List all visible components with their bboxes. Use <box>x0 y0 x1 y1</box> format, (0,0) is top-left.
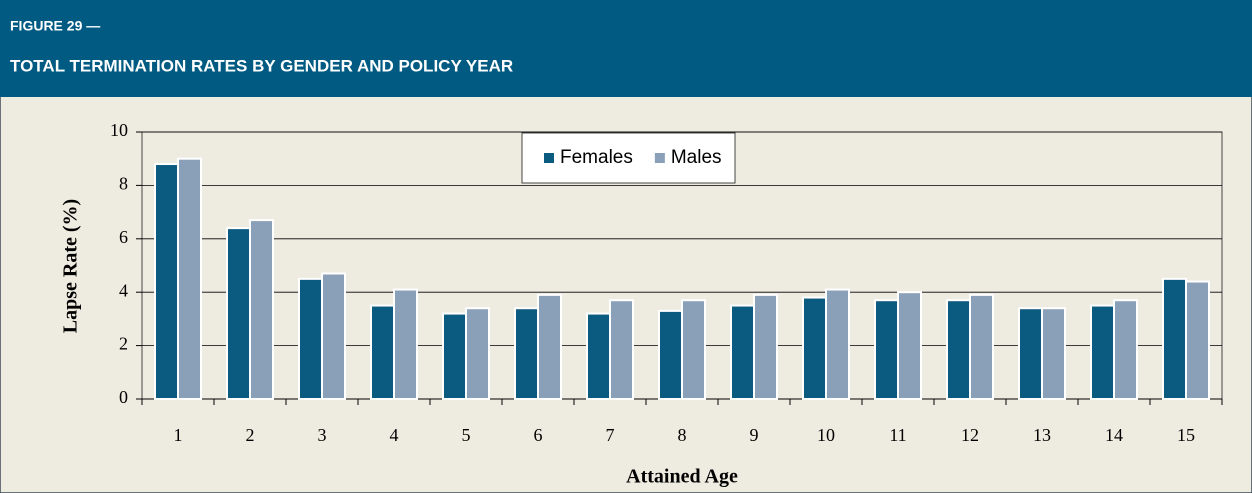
bar <box>442 312 467 400</box>
chart-title: TOTAL TERMINATION RATES BY GENDER AND PO… <box>10 56 513 75</box>
bar <box>586 312 611 400</box>
x-tick-label: 3 <box>318 425 327 445</box>
x-tick-label: 12 <box>961 425 979 445</box>
bar <box>681 299 706 400</box>
bar <box>1090 304 1115 400</box>
bar <box>874 299 899 400</box>
bar <box>753 293 778 400</box>
x-tick-label: 11 <box>889 425 906 445</box>
bar <box>370 304 395 400</box>
bar <box>946 299 971 400</box>
bar <box>154 163 179 400</box>
y-tick-label: 4 <box>119 280 128 300</box>
bar <box>537 293 562 400</box>
bar <box>730 304 755 400</box>
bar <box>1041 307 1066 400</box>
figure-label: FIGURE 29 — <box>10 18 100 34</box>
y-axis-title: Lapse Rate (%) <box>60 199 82 333</box>
bar <box>298 277 323 401</box>
x-tick-label: 7 <box>606 425 615 445</box>
y-tick-label: 8 <box>119 174 128 194</box>
legend-swatch <box>544 153 554 163</box>
legend-label: Males <box>671 147 722 168</box>
legend-label: Females <box>560 147 633 168</box>
legend-box <box>521 132 736 184</box>
bar <box>969 293 994 400</box>
x-tick-label: 13 <box>1033 425 1051 445</box>
y-tick-label: 10 <box>110 120 128 140</box>
bar <box>465 307 490 400</box>
x-tick-label: 2 <box>246 425 255 445</box>
x-tick-label: 14 <box>1105 425 1123 445</box>
x-tick-label: 1 <box>174 425 183 445</box>
bar <box>1162 277 1187 401</box>
bar <box>1185 280 1210 400</box>
x-tick-label: 9 <box>750 425 759 445</box>
bar <box>321 272 346 401</box>
bar <box>658 309 683 401</box>
bar <box>393 288 418 400</box>
x-tick-label: 15 <box>1177 425 1195 445</box>
bar <box>825 288 850 400</box>
bar <box>177 157 202 400</box>
x-tick-label: 10 <box>817 425 835 445</box>
x-axis-title: Attained Age <box>626 466 738 488</box>
x-tick-label: 6 <box>534 425 543 445</box>
x-tick-label: 4 <box>390 425 399 445</box>
x-tick-label: 8 <box>678 425 687 445</box>
bar <box>226 227 251 400</box>
bar <box>1113 299 1138 400</box>
x-tick-label: 5 <box>462 425 471 445</box>
bar <box>897 291 922 401</box>
bar <box>1018 307 1043 400</box>
y-tick-label: 2 <box>119 334 128 354</box>
y-tick-label: 6 <box>119 227 128 247</box>
legend-swatch <box>654 153 665 163</box>
bar <box>802 296 827 401</box>
bar <box>609 299 634 400</box>
bar <box>249 219 274 400</box>
y-tick-label: 0 <box>119 387 128 407</box>
bar <box>514 307 539 400</box>
header-band <box>0 0 1252 97</box>
